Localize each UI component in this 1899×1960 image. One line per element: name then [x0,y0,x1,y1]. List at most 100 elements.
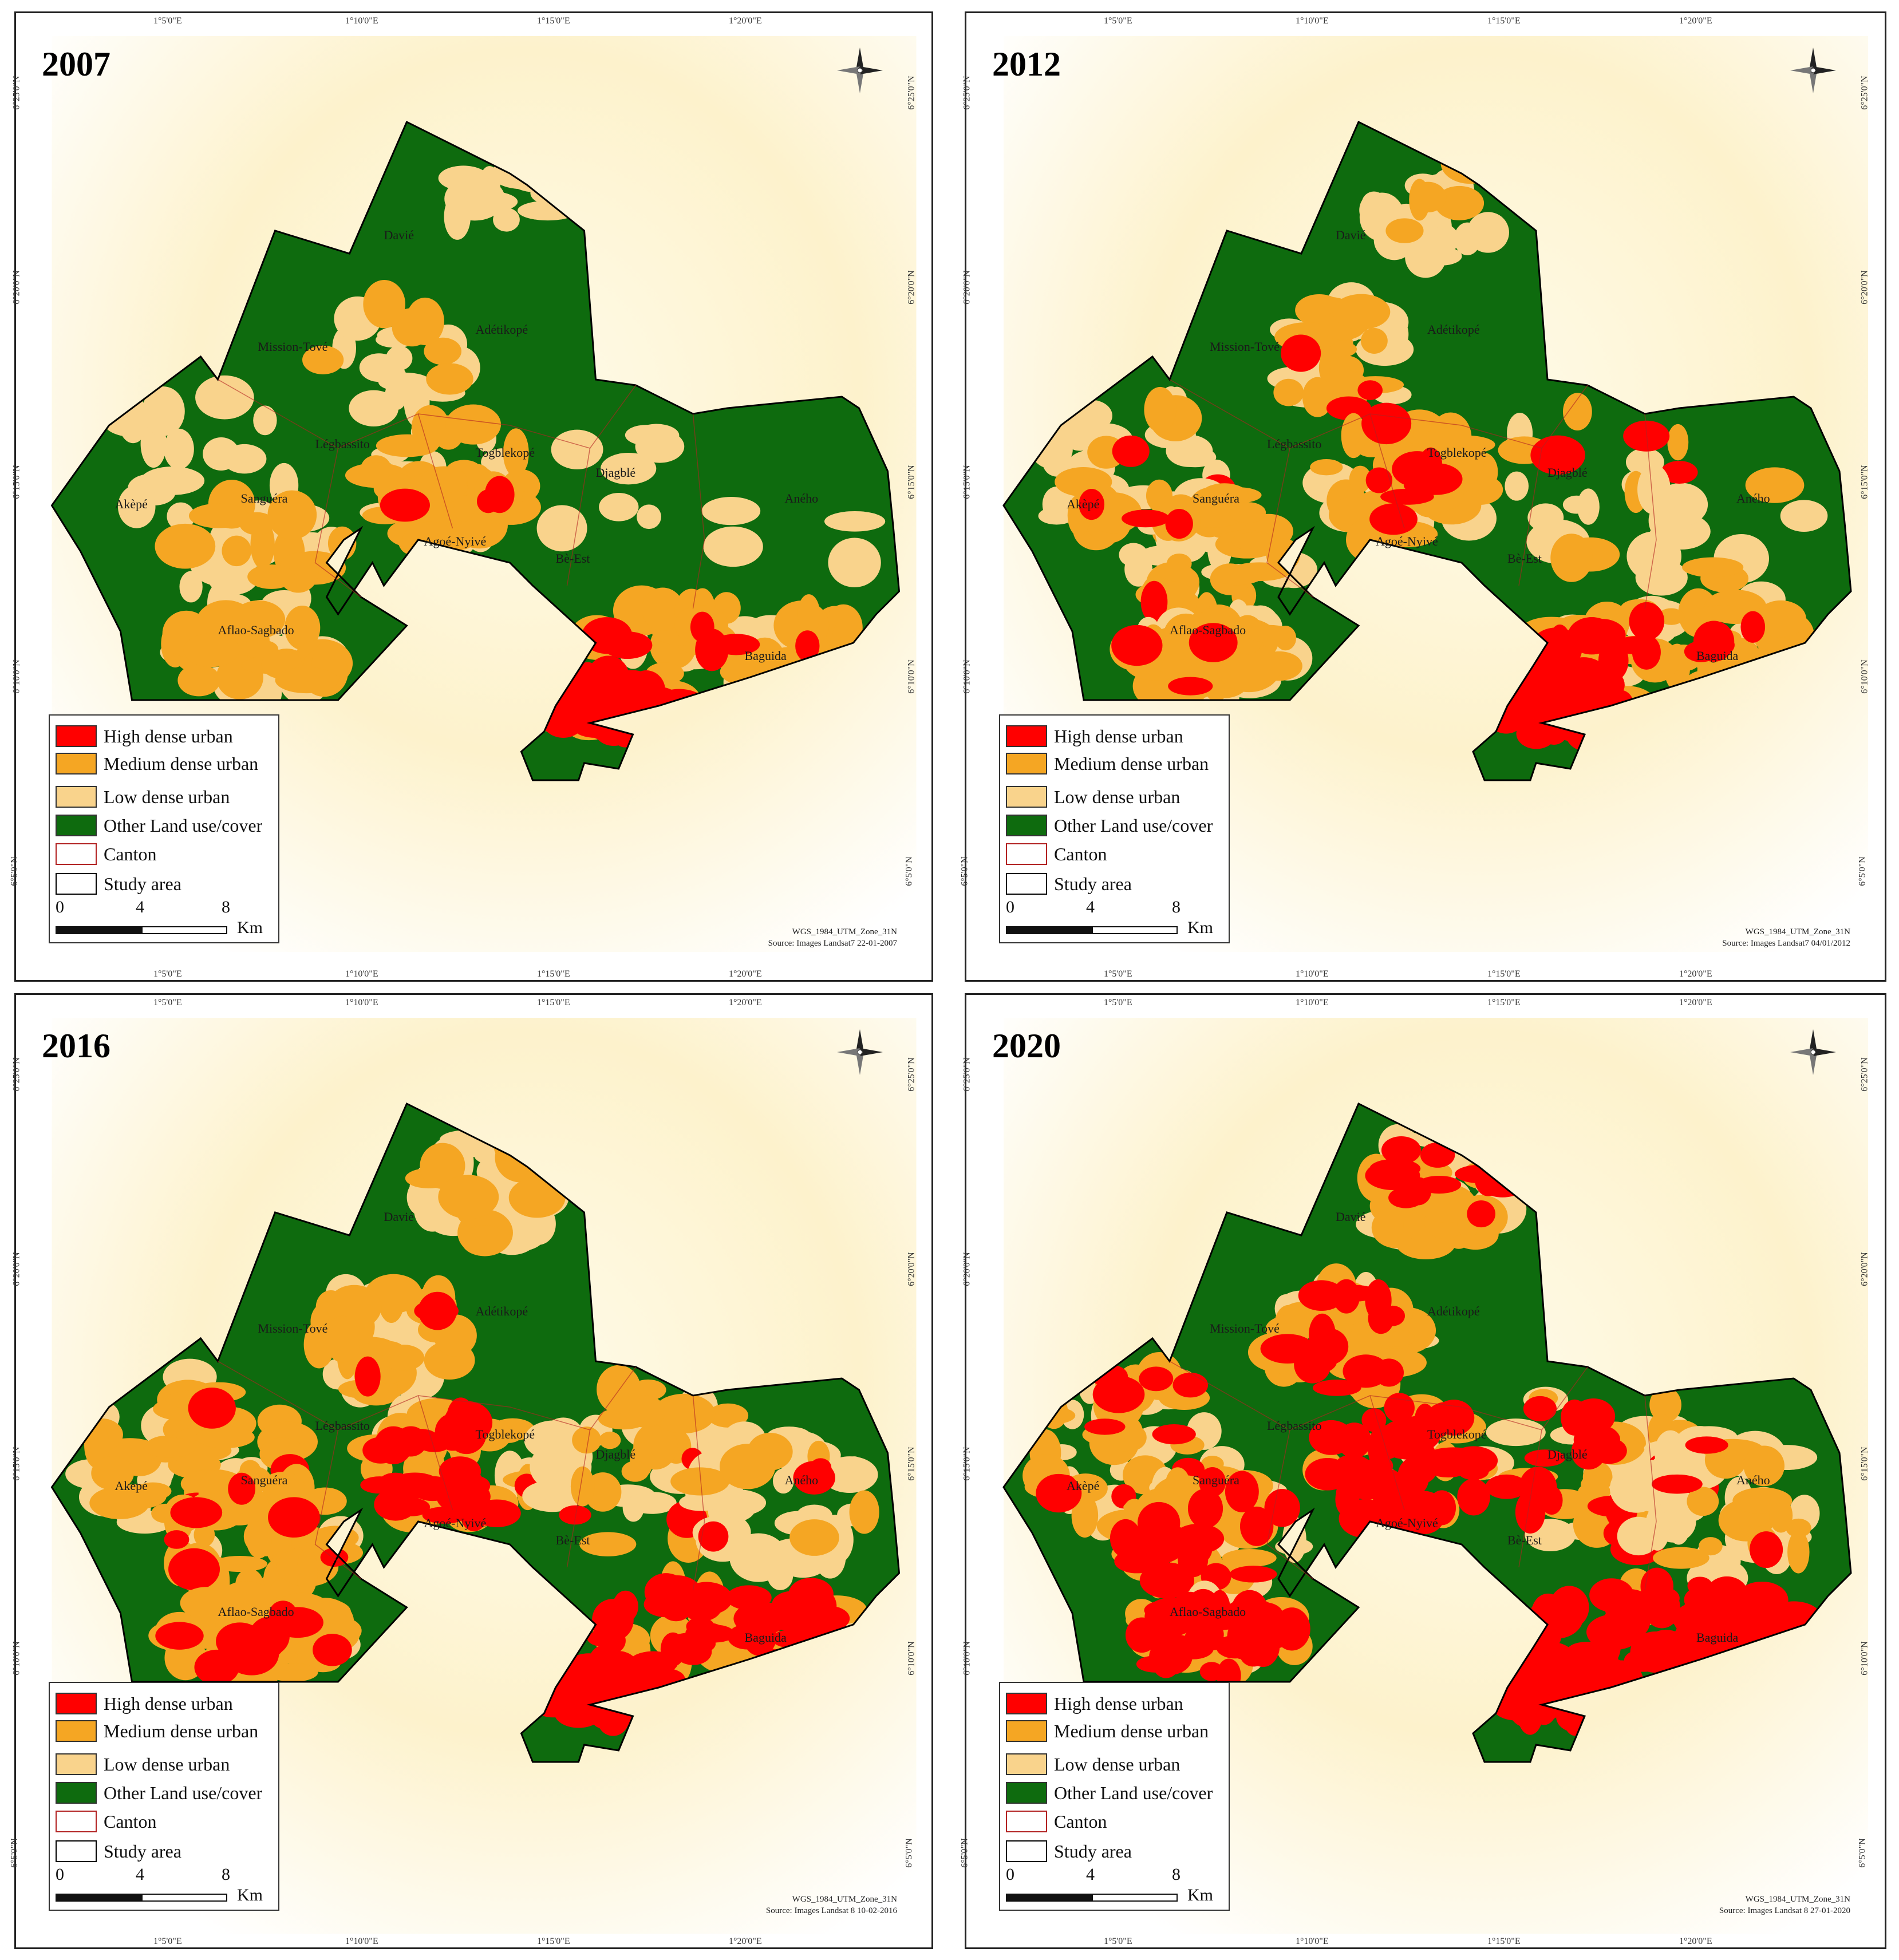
low-dense-patch [164,428,194,469]
projection-text: WGS_1984_UTM_Zone_31N [792,1895,897,1904]
high-dense-patch [1314,1346,1342,1365]
y-tick-label: 6°10'0"N [11,1641,22,1676]
x-tick-label: 1°20'0"E [1679,998,1712,1007]
place-label-baguida: Baguida [745,1630,787,1645]
high-dense-patch [1357,380,1383,400]
high-dense-patch [313,1634,352,1666]
study-area-boundary [50,120,901,781]
high-dense-patch [1139,1366,1174,1392]
canton-boundary [1266,1429,1313,1579]
high-dense-patch [320,1548,349,1567]
medium-dense-patch [1360,328,1388,354]
y-tick-label: 6°10'0"N [906,659,917,694]
high-dense-patch [446,1397,475,1440]
high-dense-patch [1199,1662,1223,1681]
medium-dense-patch [426,363,473,395]
place-label-aneho: Aného [1736,491,1770,505]
year-label: 2012 [992,45,1061,83]
medium-dense-patch [1769,1498,1793,1533]
map-credit: WGS_1984_UTM_Zone_31N Source: Images Lan… [1722,926,1850,949]
medium-dense-patch [195,1426,255,1448]
high-dense-patch [1693,621,1735,662]
y-tick-label: 6°25'0"N [11,1057,22,1092]
x-tick-label: 1°15'0"E [1487,969,1521,979]
high-dense-patch [1273,1607,1310,1651]
place-label-aflao_sagbado: Aflao-Sagbado [218,623,294,637]
medium-dense-patch [597,1365,641,1414]
legend-swatch [1006,1753,1047,1775]
high-dense-patch [271,1607,323,1638]
canton-boundary [1169,379,1462,449]
legend-label: Canton [104,1811,157,1832]
y-tick-label: 6°25'0"N [962,76,972,110]
y-tick-label: 6°10'0"N [906,1641,917,1676]
high-dense-patch [1604,1588,1654,1625]
place-label-akepe: Akèpé [1067,497,1099,511]
medium-dense-patch [789,1519,839,1556]
high-dense-patch [698,1521,729,1552]
canton-boundary [1369,413,1405,529]
x-tick-label: 1°10'0"E [345,1937,378,1946]
medium-dense-patch [392,308,432,347]
low-dense-patch [828,538,881,587]
place-label-adetikope: Adétikopé [1427,322,1480,337]
high-dense-patch [1572,1398,1616,1435]
legend-label: Canton [1054,843,1107,864]
canton-boundary [1369,1395,1405,1511]
high-dense-patch [1548,625,1572,665]
source-text: Source: Images Landsat7 04/01/2012 [1722,939,1850,948]
legend-label: Other Land use/cover [1054,1782,1213,1803]
legend-swatch [1006,1782,1047,1804]
high-dense-patch [1392,451,1443,488]
place-label-davie: Davié [1336,1210,1366,1224]
place-label-djagble: Djagblé [596,465,636,480]
scale-tick-label: 0 [56,898,64,916]
y-tick-label: 6°10'0"N [962,1641,972,1676]
legend-item: High dense urban [56,722,233,750]
y-tick-label: 6°20'0"N [962,1252,972,1286]
medium-dense-patch [91,1456,135,1491]
canton-boundary [692,1395,705,1591]
map-panel-2020: Davié Mission-Tové Légbassito Adétikopé Togb… [960,993,1886,1949]
medium-dense-patch [420,1143,465,1189]
high-dense-patch [1187,1488,1223,1528]
scale-tick-label: 4 [1086,1865,1095,1884]
canton-boundary [1169,1361,1462,1431]
legend-label: High dense urban [1054,1693,1183,1714]
scale-tick-label: 8 [222,1865,230,1884]
legend-swatch [56,786,97,808]
high-dense-patch [1361,1408,1387,1432]
x-tick-label: 1°10'0"E [345,998,378,1007]
legend-item: Canton [1006,840,1107,868]
map-canvas: Davié Mission-Tové Légbassito Adétikopé Togb… [50,1018,917,1934]
place-label-tokoin: Togblekopé [1427,1427,1487,1441]
legend-label: Other Land use/cover [104,1782,263,1803]
high-dense-patch [1660,460,1698,484]
y-tick-label: 6°25'0"N [1859,76,1870,110]
low-dense-patch [824,511,886,532]
x-tick-label: 1°5'0"E [153,998,182,1007]
legend-label: Low dense urban [104,786,230,807]
medium-dense-patch [89,1487,149,1519]
high-dense-patch [1685,1436,1728,1454]
legend-swatch [1006,1720,1047,1742]
high-dense-patch [1189,623,1238,662]
low-dense-patch [253,405,277,436]
projection-text: WGS_1984_UTM_Zone_31N [792,927,897,936]
high-dense-patch [1361,402,1412,445]
low-dense-patch [601,453,657,485]
place-label-davie: Davié [384,228,414,242]
medium-dense-patch [1229,502,1266,523]
x-tick-label: 1°15'0"E [1487,16,1521,26]
medium-dense-patch [1787,1531,1810,1574]
medium-dense-patch [261,1472,305,1501]
scale-bar: 0 4 8 Km [56,898,273,941]
y-tick-label: 6°5'0"N [904,856,914,886]
legend-swatch [56,843,97,865]
high-dense-patch [1485,1474,1528,1499]
x-tick-label: 1°20'0"E [729,998,762,1007]
low-dense-patch [179,571,203,603]
high-dense-patch [1084,1418,1126,1435]
medium-dense-patch [382,1345,425,1371]
low-dense-patch [1486,1418,1546,1447]
